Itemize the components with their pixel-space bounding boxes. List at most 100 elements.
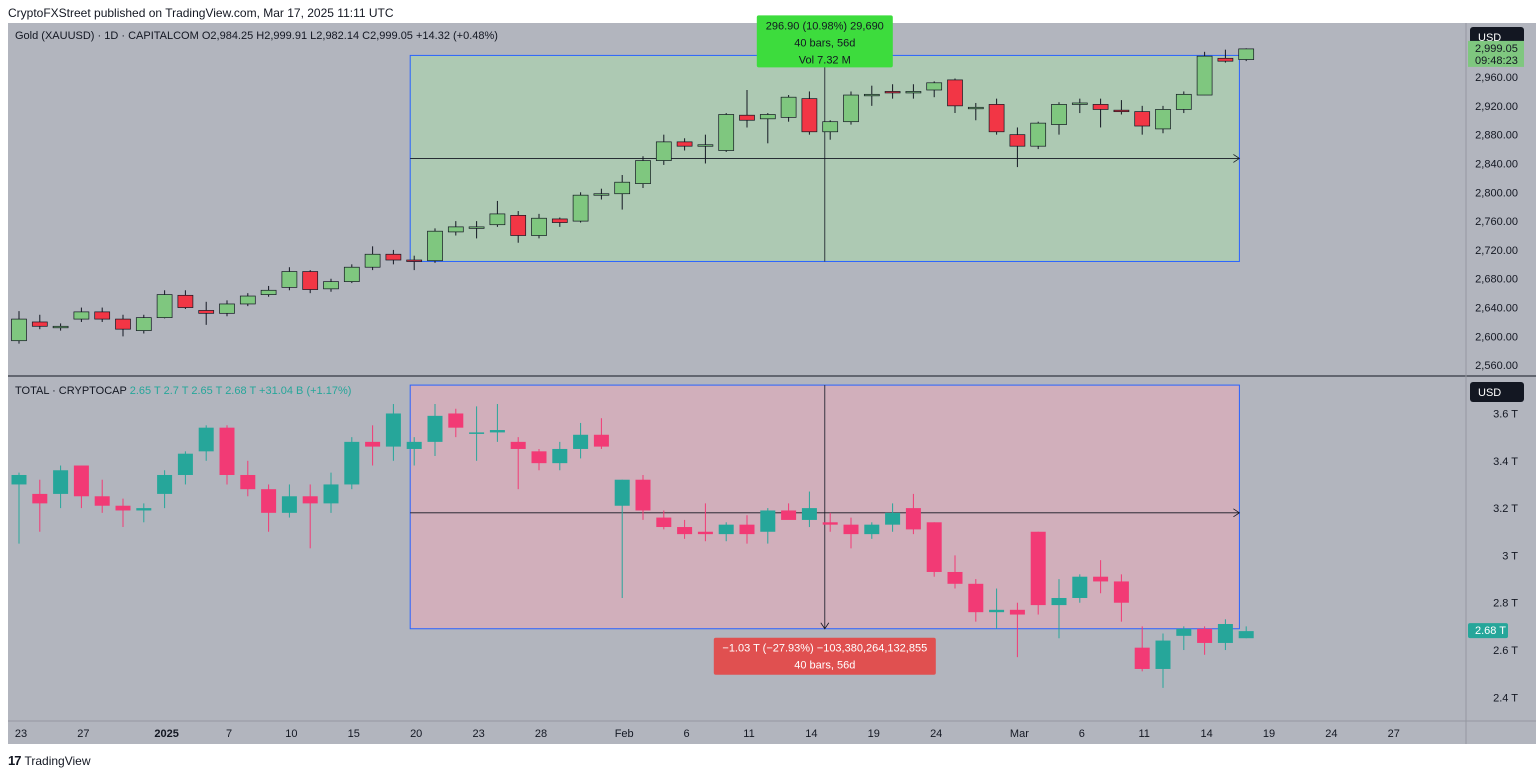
x-axis-label: 11 <box>1138 728 1149 740</box>
gold-candle-body <box>614 181 631 195</box>
crypto-candle <box>593 418 609 449</box>
crypto-candle <box>843 517 859 549</box>
gold-candle <box>177 290 194 310</box>
crypto-candle-body <box>240 474 256 490</box>
crypto-last-price: 2.68 T <box>1475 625 1506 637</box>
gold-candle-body <box>198 310 215 314</box>
gold-candle-body <box>385 253 402 261</box>
gold-title: Gold (XAUUSD) · 1D · CAPITALCOM <box>15 30 199 42</box>
footer-brand[interactable]: TradingView <box>24 753 91 768</box>
gold-candle-body <box>1051 104 1067 125</box>
gold-candle-body <box>1030 122 1047 147</box>
gold-candle-body <box>302 271 319 290</box>
crypto-candle <box>864 522 880 539</box>
gold-candle <box>1009 127 1026 168</box>
crypto-candle-body <box>1238 631 1254 639</box>
crypto-candle-body <box>1217 624 1233 643</box>
gold-low: 2,982.14 <box>316 30 359 42</box>
gold-candle-body <box>1175 93 1192 110</box>
gold-candle <box>676 138 693 151</box>
gold-candle-body <box>718 114 735 151</box>
gold-candle-body <box>447 226 464 233</box>
crypto-candle-body <box>885 512 901 525</box>
crypto-candle <box>968 579 984 622</box>
crypto-ytick-label: 3 T <box>1502 550 1518 562</box>
crypto-candle <box>11 472 27 544</box>
crypto-candle-body <box>968 583 984 613</box>
gold-h-label: H <box>256 30 264 42</box>
gold-high: 2,999.91 <box>264 30 307 42</box>
gold-candle-body <box>1113 109 1130 113</box>
crypto-candle <box>635 474 651 520</box>
crypto-candle <box>718 522 734 542</box>
crypto-candle <box>73 465 89 509</box>
crypto-candle <box>240 460 256 497</box>
crypto-candle <box>53 465 69 509</box>
gold-candle <box>31 314 48 330</box>
gold-candle <box>593 188 610 200</box>
crypto-candle-body <box>448 413 464 428</box>
crypto-candle <box>947 555 963 589</box>
gold-candle <box>926 81 943 98</box>
gold-candle-body <box>1134 111 1151 127</box>
crypto-candle-body <box>1155 640 1171 669</box>
gold-candle-body <box>884 91 901 94</box>
crypto-candle <box>427 404 443 457</box>
crypto-candle-body <box>573 434 589 449</box>
gold-candle-body <box>1196 55 1213 96</box>
crypto-candle-body <box>385 413 401 447</box>
gold-ytick-label: 2,920.00 <box>1475 101 1518 113</box>
crypto-candle-body <box>1176 628 1192 636</box>
crypto-candle-body <box>365 441 381 447</box>
gold-open: 2,984.25 <box>210 30 253 42</box>
gold-candle-body <box>343 266 360 282</box>
crypto-low: 2.65 T <box>191 385 222 397</box>
crypto-pane: 2.4 T 2.6 T 2.8 T 3 T 3.2 T 3.4 T 3.6 T USD 2.68… <box>11 382 1524 704</box>
gold-candle <box>1071 98 1088 114</box>
crypto-candle-body <box>281 496 297 513</box>
crypto-candle <box>157 470 173 509</box>
crypto-candle <box>1113 574 1129 622</box>
crypto-legend-text: TOTAL · CRYPTOCAP 2.65 T 2.7 T 2.65 T 2.… <box>15 385 351 397</box>
gold-candle <box>406 255 423 271</box>
crypto-candle-body <box>115 505 131 511</box>
crypto-candle-body <box>864 524 880 535</box>
x-axis-label: 11 <box>743 728 754 740</box>
crypto-candle-body <box>1093 576 1109 582</box>
crypto-ytick-label: 2.4 T <box>1493 692 1518 704</box>
gold-candle <box>1155 105 1171 134</box>
gold-candle <box>489 200 506 227</box>
crypto-candle <box>760 508 776 544</box>
crypto-candle-body <box>73 465 89 497</box>
crypto-currency-badge[interactable] <box>1470 382 1524 402</box>
crypto-candle <box>406 437 422 466</box>
x-axis-label: 24 <box>1325 728 1337 740</box>
crypto-candle <box>94 479 110 513</box>
gold-candle-body <box>551 218 568 223</box>
gold-candle-body <box>822 121 839 133</box>
crypto-candle <box>1155 633 1171 688</box>
x-axis-label: Mar <box>1010 728 1029 740</box>
tradingview-logo-icon: 17 <box>8 753 22 768</box>
crypto-candle-body <box>469 432 485 434</box>
gold-candle-body <box>1092 104 1109 110</box>
crypto-candle-body <box>1134 647 1150 669</box>
crypto-range-arrow-down <box>820 622 830 630</box>
gold-candle-body <box>323 281 339 290</box>
gold-candle-body <box>427 230 443 262</box>
gold-ytick-label: 2,840.00 <box>1475 158 1518 170</box>
crypto-candle-body <box>94 496 110 506</box>
gold-candle-body <box>239 295 256 305</box>
gold-candle <box>884 84 901 99</box>
gold-candle <box>510 211 527 243</box>
gold-ytick-label: 2,560.00 <box>1475 360 1518 372</box>
x-axis-label: 19 <box>868 728 880 740</box>
gold-candle-body <box>219 303 235 314</box>
gold-change: +14.32 (+0.48%) <box>416 30 498 42</box>
crypto-candle-body <box>614 479 630 506</box>
crypto-candle-body <box>926 522 942 572</box>
crypto-candle-body <box>344 441 360 485</box>
gold-l-label: L <box>310 30 316 42</box>
x-axis-label: 23 <box>15 728 27 740</box>
